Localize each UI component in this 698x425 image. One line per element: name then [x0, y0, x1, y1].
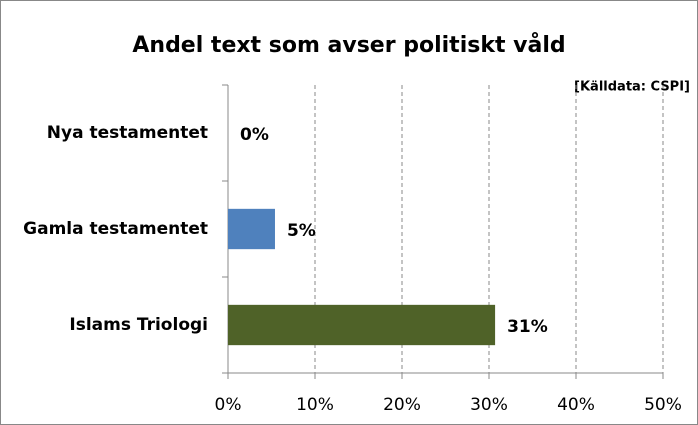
y-tick-label: Gamla testamentet	[23, 219, 208, 239]
y-tick-label: Nya testamentet	[47, 123, 208, 143]
bar	[228, 208, 275, 250]
bar	[228, 304, 496, 346]
x-tick-label: 40%	[557, 395, 595, 415]
chart-title: Andel text som avser politiskt våld	[132, 32, 565, 58]
value-label: 0%	[240, 125, 269, 145]
x-tick-label: 50%	[644, 395, 682, 415]
x-tick-label: 10%	[296, 395, 334, 415]
x-tick-label: 0%	[215, 395, 242, 415]
y-tick-label: Islams Triologi	[69, 315, 208, 335]
source-note: [Källdata: CSPI]	[574, 80, 690, 95]
value-label: 5%	[287, 221, 316, 241]
x-tick-label: 30%	[470, 395, 508, 415]
x-tick-label: 20%	[383, 395, 421, 415]
value-label: 31%	[507, 317, 548, 337]
